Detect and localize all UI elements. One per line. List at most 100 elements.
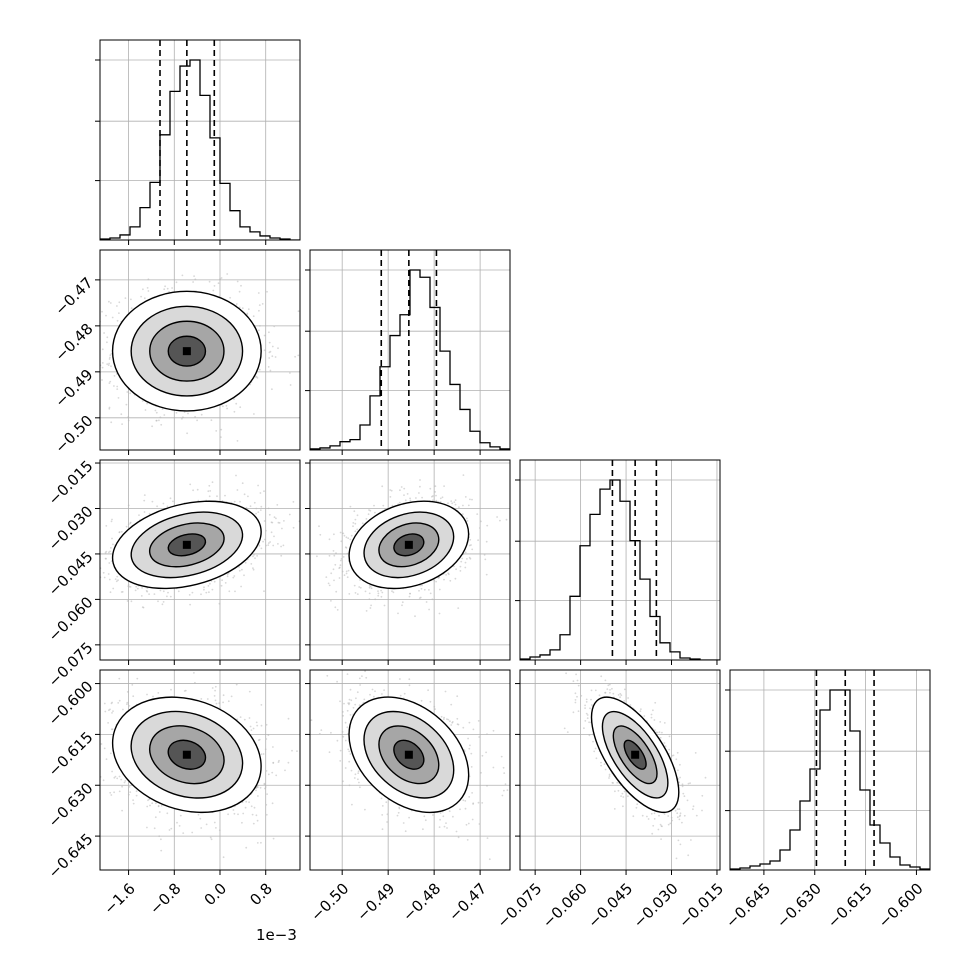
scatter-point	[271, 355, 274, 358]
scatter-point	[464, 551, 467, 554]
scatter-point	[117, 702, 120, 704]
scatter-point	[347, 569, 350, 572]
scatter-point	[155, 411, 158, 414]
scatter-point	[264, 787, 266, 790]
panel-frame	[99, 459, 301, 661]
scatter-point	[384, 508, 386, 510]
scatter-point	[347, 537, 350, 540]
scatter-point	[252, 568, 255, 571]
scatter-point	[208, 484, 211, 487]
scatter-point	[232, 576, 235, 579]
scatter-point	[461, 557, 464, 560]
scatter-point	[282, 544, 285, 547]
scatter-point	[340, 540, 343, 543]
scatter-point	[369, 607, 372, 609]
scatter-point	[260, 753, 263, 755]
scatter-point	[67, 555, 69, 557]
scatter-point	[181, 667, 183, 669]
scatter-point	[170, 827, 173, 830]
scatter-point	[179, 814, 182, 817]
scatter-point	[332, 568, 335, 571]
scatter-point	[112, 587, 115, 590]
scatter-point	[182, 416, 184, 418]
scatter-point	[383, 604, 386, 607]
scatter-point	[226, 407, 229, 410]
scatter-point	[403, 487, 406, 490]
scatter-point	[358, 586, 361, 588]
scatter-point	[409, 499, 412, 502]
scatter-point	[349, 505, 352, 508]
scatter-point	[403, 494, 405, 496]
scatter-point	[257, 484, 259, 487]
scatter-point	[292, 501, 295, 503]
scatter-point	[234, 590, 236, 593]
scatter-point	[267, 507, 270, 510]
scatter-point	[224, 582, 227, 584]
scatter-point	[380, 589, 382, 592]
contour-line	[149, 320, 225, 382]
scatter-point	[450, 500, 453, 502]
scatter-point	[247, 248, 249, 250]
scatter-point	[354, 522, 357, 525]
hist-panel-2	[515, 459, 721, 665]
scatter-point	[189, 603, 192, 606]
scatter-point	[112, 710, 114, 712]
scatter-point	[194, 681, 196, 684]
scatter-point	[365, 518, 368, 520]
scatter-point	[419, 479, 421, 481]
scatter-point	[464, 496, 467, 498]
scatter-point	[222, 694, 225, 697]
scatter-point	[270, 521, 273, 524]
scatter-point	[280, 545, 282, 548]
scatter-point	[439, 497, 442, 500]
scatter-point	[233, 398, 235, 401]
scatter-point	[146, 287, 149, 289]
scatter-point	[129, 392, 132, 395]
scatter-point	[128, 585, 131, 588]
scatter-point	[447, 502, 449, 505]
scatter-point	[136, 587, 139, 590]
scatter-point	[208, 280, 211, 283]
scatter-point	[88, 357, 90, 359]
scatter-point	[352, 522, 355, 524]
scatter-point	[280, 554, 283, 557]
scatter-point	[255, 512, 257, 515]
scatter-point	[141, 606, 144, 608]
scatter-point	[96, 558, 98, 560]
scatter-point	[377, 592, 380, 595]
scatter-point	[356, 514, 359, 517]
scatter-point	[420, 587, 423, 590]
scatter-point	[330, 572, 333, 575]
hist-panel-1	[305, 249, 511, 455]
scatter-point	[188, 594, 191, 596]
scatter-point	[374, 511, 376, 514]
scatter-point	[485, 540, 488, 543]
scatter-point	[109, 356, 111, 359]
scatter-point	[189, 483, 192, 486]
scatter-point	[208, 591, 210, 594]
scatter-point	[340, 557, 343, 560]
contour-line	[167, 533, 207, 557]
scatter-point	[289, 372, 291, 374]
scatter-point	[249, 505, 252, 508]
scatter-point	[277, 521, 280, 524]
contour-line	[348, 500, 470, 590]
scatter-point	[333, 579, 335, 582]
scatter-point	[233, 575, 236, 577]
scatter-point	[114, 578, 117, 580]
scatter-point	[87, 354, 89, 356]
scatter-point	[477, 539, 479, 542]
scatter-point	[334, 606, 337, 609]
scatter-point	[158, 419, 160, 422]
scatter-point	[248, 690, 251, 693]
scatter-point	[406, 493, 409, 495]
scatter-point	[333, 554, 336, 557]
scatter-point	[253, 554, 255, 556]
scatter-point	[105, 525, 108, 527]
scatter-point	[339, 559, 342, 562]
panel-frame	[309, 459, 511, 661]
scatter-point	[368, 598, 371, 600]
scatter-point	[108, 362, 110, 365]
scatter-point	[167, 591, 169, 594]
